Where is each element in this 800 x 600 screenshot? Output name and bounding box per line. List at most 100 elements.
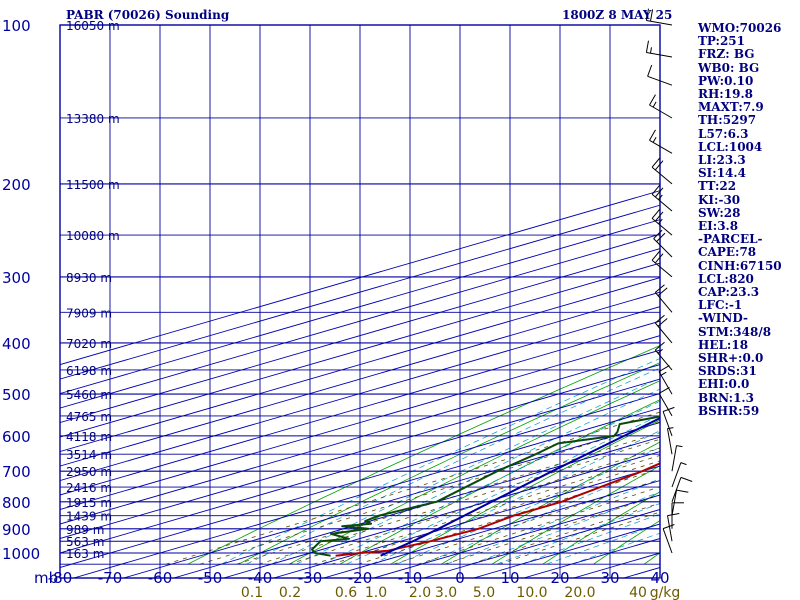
barb-flag [662,406,675,412]
isotherm-line [60,248,660,424]
isotherm-line [60,364,660,539]
temperature-tick-label: 20 [550,569,569,587]
barb-flag [649,94,656,106]
mixing-ratio-label: 5.0 [473,585,495,600]
barb-flag [658,386,670,394]
barb-staff [653,238,673,258]
moist-adiabat [321,400,660,565]
isotherm-line [60,233,660,409]
barb-flag [654,160,664,171]
pressure-tick-label: 700 [2,463,31,481]
height-label: 163 m [66,547,104,561]
moist-adiabat [296,388,660,565]
isotherm-line [60,277,660,453]
temperature-tick-label: -40 [248,569,273,587]
isotherm-line [173,436,660,578]
mixing-ratio-line [470,502,660,565]
height-label: 989 m [66,523,104,537]
barb-staff [662,528,673,554]
pressure-tick-label: 1000 [2,545,40,563]
dry-adiabat [441,441,660,565]
parameter-entry: LI:23.3 [698,153,746,168]
moist-adiabat [371,430,660,565]
wind-barb [654,284,673,313]
barb-flag [667,513,680,517]
wind-barb [667,513,680,542]
wind-barb [654,314,673,344]
height-label: 5460 m [66,388,112,402]
dry-adiabat [238,362,660,565]
temperature-tick-label: -10 [398,569,423,587]
barb-staff [667,515,673,542]
mixing-ratio-label: 2.0 [409,585,431,600]
mixing-ratio-label: 1.0 [365,585,387,600]
parameter-entry: -WIND- [698,311,748,326]
wind-barb [671,476,693,502]
barb-flag [645,40,649,53]
barb-half-flag [658,194,663,200]
isotherm-line [223,451,660,578]
parameter-entry: L57:6.3 [698,126,749,141]
barb-flag [654,211,664,222]
barb-half-flag [658,218,663,225]
parameter-entry: TP:251 [698,34,746,49]
parameter-entry: SHR+:0.0 [698,351,764,366]
moist-adiabat [446,478,660,565]
parameter-entry: BSHR:59 [698,403,760,418]
temperature-tick-label: 0 [455,569,465,587]
height-label: 11500 m [66,178,120,192]
parameter-entry: SW:28 [698,205,741,220]
parameter-entry: STM:348/8 [698,324,772,339]
pressure-tick-label: 100 [2,17,31,35]
dry-adiabat [187,345,660,565]
mixing-ratio-line [331,460,660,565]
parameter-entry: SI:14.4 [698,166,746,181]
parameter-entry: TH:5297 [698,113,757,128]
barb-flag [645,8,649,21]
height-label: 8930 m [66,271,112,285]
height-label: 4118 m [66,430,112,444]
barb-half-flag [660,371,667,376]
parcel-trace [380,416,660,557]
barb-flag [657,318,668,327]
mixing-ratio-label: g/kg [650,585,681,600]
barb-flag [662,524,675,530]
mixing-ratio-line [165,411,660,565]
isotherm-line [60,204,660,380]
wind-barb [649,94,673,119]
mixing-ratio-label: 10.0 [516,585,547,600]
station-title: PABR (70026) Sounding [66,8,230,22]
pressure-tick-label: 300 [2,269,31,287]
temperature-tick-label: -80 [48,569,73,587]
wind-barb [651,184,673,212]
isotherm-line [60,306,660,482]
mixing-ratio-line [444,494,660,565]
mixing-ratio-line [288,447,660,565]
wind-barb [651,250,673,278]
x-axis-label: mb [34,569,58,587]
barb-flag [657,287,668,296]
barb-flag [654,314,665,324]
barb-flag [650,9,654,22]
barb-staff [647,75,673,86]
barb-half-flag [676,445,683,448]
wind-barb [645,8,673,26]
wind-barb [658,386,673,417]
pressure-tick-label: 600 [2,428,31,446]
barb-staff [671,477,682,502]
height-label: 7909 m [66,306,112,320]
height-label: 2950 m [66,465,112,479]
isotherm-line [273,465,660,578]
height-label: 1915 m [66,496,112,510]
chart-frame [59,24,661,579]
temperature-tick-label: -50 [198,569,223,587]
parameter-entry: KI:-30 [698,192,741,207]
barb-half-flag [652,136,657,143]
sounding-traces [311,415,660,557]
pressure-tick-label: 200 [2,176,31,194]
chart-grid [60,25,660,578]
height-label: 3514 m [66,448,112,462]
mixing-ratio-label: 0.2 [279,585,301,600]
isotherm-line [73,407,660,578]
wind-barb [647,64,673,86]
